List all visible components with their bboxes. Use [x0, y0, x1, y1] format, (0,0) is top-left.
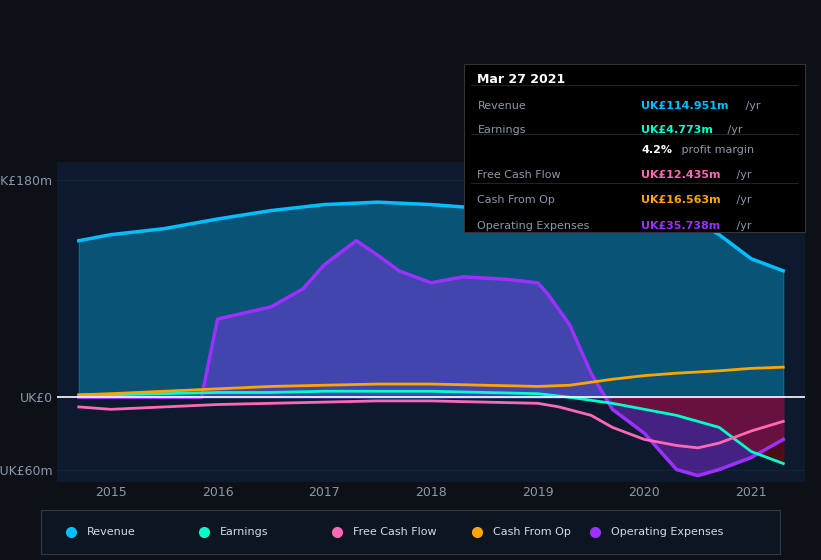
Text: /yr: /yr — [742, 101, 761, 111]
Text: Free Cash Flow: Free Cash Flow — [478, 170, 561, 180]
Text: profit margin: profit margin — [678, 145, 754, 155]
Text: Operating Expenses: Operating Expenses — [612, 527, 724, 537]
Text: /yr: /yr — [733, 195, 751, 206]
Text: Cash From Op: Cash From Op — [493, 527, 571, 537]
Text: /yr: /yr — [733, 221, 751, 231]
Text: /yr: /yr — [724, 125, 742, 135]
Text: Revenue: Revenue — [478, 101, 526, 111]
Text: /yr: /yr — [733, 170, 751, 180]
Text: Operating Expenses: Operating Expenses — [478, 221, 589, 231]
Text: UK£114.951m: UK£114.951m — [641, 101, 728, 111]
Text: Cash From Op: Cash From Op — [478, 195, 555, 206]
Text: Free Cash Flow: Free Cash Flow — [353, 527, 437, 537]
Text: UK£35.738m: UK£35.738m — [641, 221, 720, 231]
Text: UK£12.435m: UK£12.435m — [641, 170, 721, 180]
Text: UK£4.773m: UK£4.773m — [641, 125, 713, 135]
Text: Earnings: Earnings — [220, 527, 268, 537]
Text: Mar 27 2021: Mar 27 2021 — [478, 73, 566, 86]
Text: Earnings: Earnings — [478, 125, 526, 135]
Text: UK£16.563m: UK£16.563m — [641, 195, 721, 206]
Text: 4.2%: 4.2% — [641, 145, 672, 155]
Text: Revenue: Revenue — [87, 527, 135, 537]
